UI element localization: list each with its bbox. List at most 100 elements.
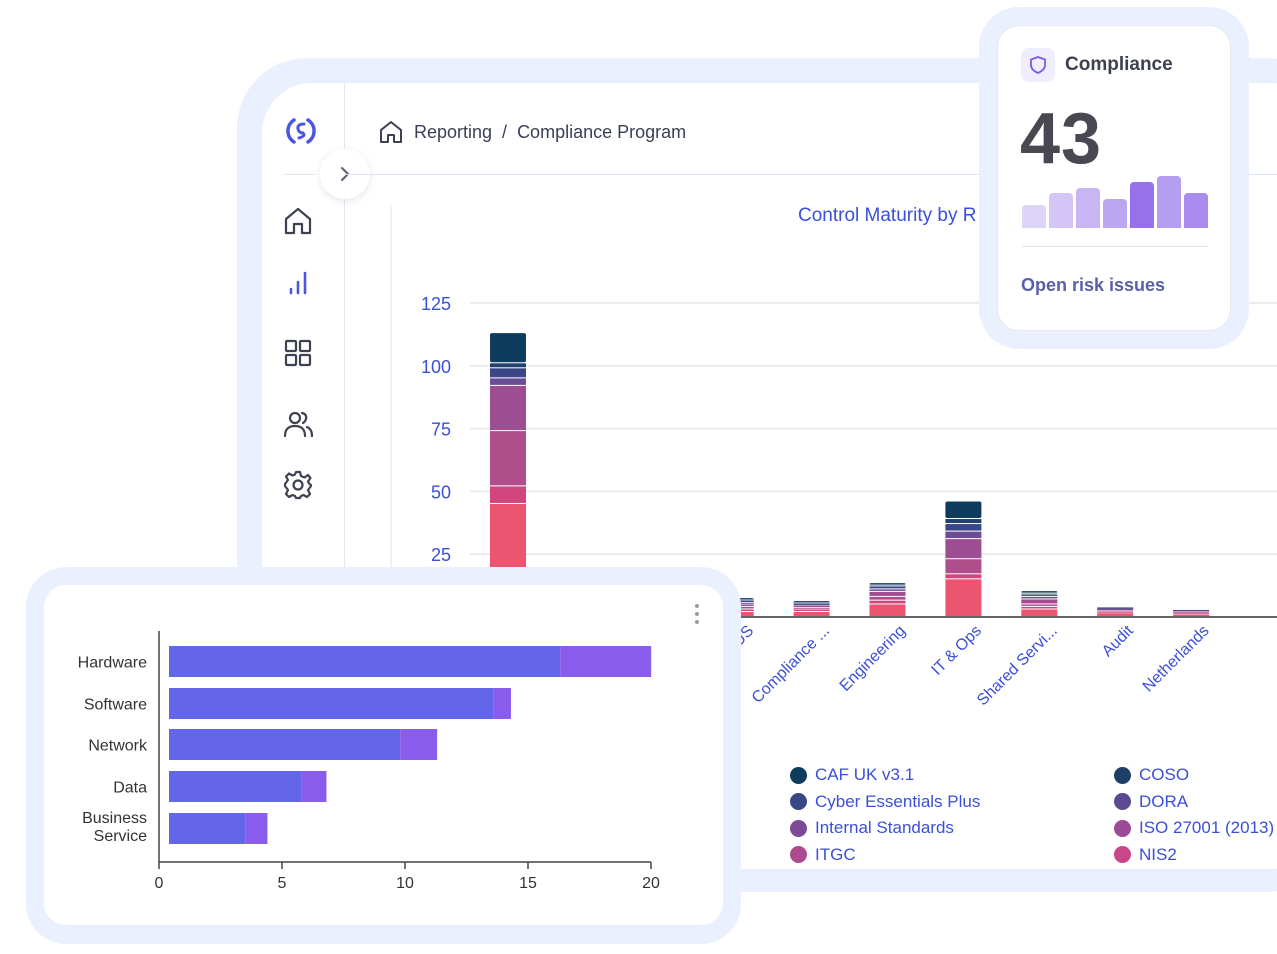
logo-icon — [286, 118, 316, 144]
header-divider — [345, 174, 1277, 175]
compliance-sparkline — [1022, 176, 1208, 228]
bar-segment — [945, 531, 982, 539]
compliance-value: 43 — [1020, 99, 1103, 179]
legend-item[interactable]: Cyber Essentials Plus — [790, 789, 980, 816]
bar-segment — [301, 771, 327, 802]
bar-segment — [1021, 604, 1058, 606]
bar-segment — [1097, 609, 1134, 611]
bar-segment — [1173, 611, 1210, 613]
legend-label: DORA — [1139, 791, 1189, 811]
bar-segment — [245, 813, 268, 844]
bar-segment — [1173, 610, 1210, 612]
bar-segment — [400, 729, 438, 760]
y-tick-label: 25 — [431, 545, 451, 565]
bar-segment — [1173, 613, 1210, 615]
x-tick-label: Compliance ... — [749, 622, 833, 706]
bar-segment — [869, 589, 906, 591]
bar-segment — [869, 583, 906, 585]
legend-item[interactable]: ISO 27001 (2013) — [1114, 815, 1274, 842]
sparkline-bar — [1076, 187, 1100, 228]
legend-dot — [1114, 819, 1131, 837]
sidebar — [262, 83, 345, 869]
y-tick-label: 100 — [421, 357, 451, 377]
bar-segment — [1097, 611, 1134, 613]
legend-item[interactable]: NIS2 — [1114, 842, 1274, 869]
bar-segment — [490, 378, 526, 385]
y-tick-label: 125 — [421, 294, 451, 314]
bar-segment — [793, 603, 830, 605]
legend-label: ITGC — [815, 844, 856, 864]
x-tick-label: Shared Servi... — [974, 622, 1061, 709]
sparkline-bar — [1103, 199, 1127, 228]
home-breadcrumb-icon[interactable] — [378, 119, 404, 145]
bar-segment — [945, 579, 982, 616]
legend-label: Cyber Essentials Plus — [815, 791, 981, 811]
shield-icon — [1021, 48, 1055, 82]
x-tick-label: 5 — [278, 875, 287, 892]
card-divider — [1022, 246, 1208, 247]
x-tick-label: 15 — [519, 875, 537, 892]
bar-segment — [793, 605, 830, 608]
y-tick-label: Business Service — [82, 810, 147, 845]
legend-label: COSO — [1139, 765, 1190, 785]
sparkline-bar — [1157, 176, 1181, 228]
bar-segment — [1173, 614, 1210, 616]
x-tick-label: 0 — [155, 875, 164, 892]
bar-segment — [869, 600, 906, 604]
x-tick-label: 20 — [642, 875, 660, 892]
sparkline-bar — [1022, 204, 1046, 228]
bar-segment — [490, 385, 526, 431]
home-icon[interactable] — [282, 205, 314, 237]
bar-segment — [493, 688, 511, 719]
legend-item[interactable]: ITGC — [790, 842, 980, 869]
bar-segment — [869, 604, 906, 616]
bar-segment — [1021, 596, 1058, 599]
bar-segment — [869, 586, 906, 589]
bar-segment — [1097, 607, 1134, 609]
compliance-card[interactable]: Compliance 43 Open risk issues — [997, 25, 1231, 331]
x-tick-label: 10 — [396, 875, 414, 892]
bar-chart-icon[interactable] — [282, 268, 314, 300]
sidebar-divider — [283, 174, 315, 175]
legend-dot — [790, 819, 807, 837]
compliance-title: Compliance — [1065, 54, 1173, 75]
gear-icon[interactable] — [282, 469, 314, 501]
breadcrumb: Reporting / Compliance Program — [378, 119, 686, 145]
y-tick-label: Data — [113, 780, 147, 797]
bar-segment — [1021, 594, 1058, 596]
legend-label: Internal Standards — [815, 818, 954, 838]
legend-col-2: COSO DORA ISO 27001 (2013) NIS2 — [1114, 762, 1274, 868]
breadcrumb-reporting[interactable]: Reporting — [414, 121, 493, 142]
grid-icon[interactable] — [282, 337, 314, 369]
legend-dot — [1114, 766, 1131, 784]
legend-item[interactable]: Internal Standards — [790, 815, 980, 842]
bar-segment — [793, 601, 830, 602]
y-tick-label: 75 — [431, 420, 451, 440]
bar-segment — [793, 604, 830, 606]
chart-title: Control Maturity by R — [798, 205, 977, 226]
x-tick-label: Audit — [1099, 622, 1137, 660]
legend-dot — [1114, 793, 1131, 811]
category-bar-chart: 0 5 10 15 20 Hardware Software Network Data Busin… — [78, 631, 660, 892]
legend-col-1: CAF UK v3.1 Cyber Essentials Plus Internal… — [790, 762, 980, 868]
bar-segment — [490, 363, 526, 368]
users-icon[interactable] — [282, 408, 314, 440]
more-options-icon[interactable] — [693, 604, 701, 624]
bar-segment — [793, 609, 830, 611]
legend-item[interactable]: CAF UK v3.1 — [790, 762, 980, 789]
bar-segment — [945, 539, 982, 559]
legend-label: CAF UK v3.1 — [815, 765, 915, 785]
bar-segment — [793, 602, 830, 604]
bar-segment — [490, 368, 526, 378]
bar-segment — [869, 585, 906, 587]
bar-segment — [1173, 609, 1210, 611]
open-risk-issues-link[interactable]: Open risk issues — [1021, 275, 1166, 295]
y-tick-label: Software — [84, 697, 147, 714]
legend-item[interactable]: COSO — [1114, 762, 1274, 789]
bar-segment — [490, 486, 526, 503]
legend-item[interactable]: DORA — [1114, 789, 1274, 816]
breadcrumb-current: Compliance Program — [517, 121, 687, 142]
bar-segment — [169, 729, 401, 760]
y-tick-label: Network — [88, 738, 148, 755]
bar-segment — [793, 611, 830, 616]
